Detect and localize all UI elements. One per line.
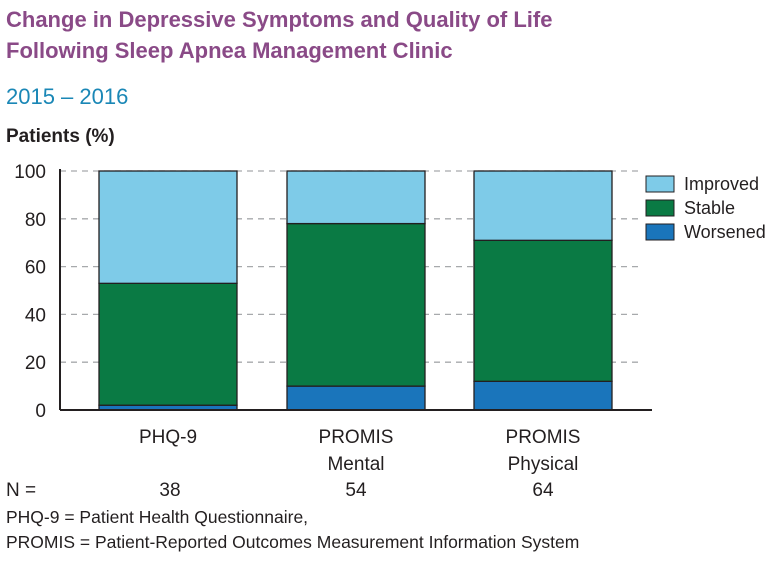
bar-promis-mental-improved [286, 170, 426, 225]
y-tick-label-0: 0 [35, 401, 46, 422]
bar-promis-physical-worsened [473, 380, 613, 411]
bar-promis-physical-stable [473, 239, 613, 382]
x-tick-label-promis-physical-line-1: PROMIS [506, 427, 581, 448]
footnote-promis: PROMIS = Patient-Reported Outcomes Measu… [6, 532, 580, 552]
n-value-phq9: 38 [159, 480, 181, 501]
chart-title-line-2: Following Sleep Apnea Management Clinic [6, 38, 453, 63]
y-tick-label-80: 80 [25, 210, 46, 231]
y-tick-label-100: 100 [14, 162, 46, 183]
chart-title: Change in Depressive Symptoms and Qualit… [6, 4, 746, 66]
chart-title-line-1: Change in Depressive Symptoms and Qualit… [6, 7, 553, 32]
y-axis-label: Patients (%) [6, 126, 115, 147]
legend-swatch-improved [645, 175, 675, 193]
legend-label-stable: Stable [684, 198, 735, 218]
n-value-promis-physical: 64 [532, 480, 554, 501]
footnote-phq9: PHQ-9 = Patient Health Questionnaire, [6, 507, 309, 527]
chart-subtitle: 2015 – 2016 [6, 84, 129, 109]
bar-promis-mental-worsened [286, 385, 426, 411]
legend-swatch-worsened [645, 223, 675, 241]
bar-phq-9-improved [98, 170, 238, 284]
legend-swatch-stable [645, 199, 675, 217]
bar-promis-mental-stable [286, 222, 426, 387]
x-tick-label-promis-mental-line-2: Mental [327, 454, 384, 475]
x-tick-label-promis-mental-line-1: PROMIS [319, 427, 394, 448]
bar-phq-9-stable [98, 282, 238, 406]
x-tick-label-promis-physical-line-2: Physical [508, 454, 579, 475]
y-tick-label-40: 40 [25, 305, 46, 326]
bar-promis-physical-improved [473, 170, 613, 241]
y-tick-label-60: 60 [25, 258, 46, 279]
n-value-promis-mental: 54 [345, 480, 367, 501]
legend-label-improved: Improved [684, 174, 759, 194]
legend-label-worsened: Worsened [684, 222, 766, 242]
x-tick-label-phq-9: PHQ-9 [139, 427, 197, 448]
y-tick-label-20: 20 [25, 353, 46, 374]
n-label: N = [6, 480, 37, 501]
